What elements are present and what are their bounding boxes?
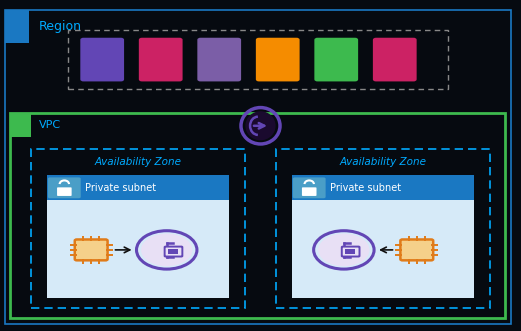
FancyBboxPatch shape (75, 240, 107, 260)
Text: Private subnet: Private subnet (330, 183, 401, 193)
FancyBboxPatch shape (48, 177, 81, 198)
FancyBboxPatch shape (197, 38, 241, 81)
FancyBboxPatch shape (342, 247, 359, 257)
Bar (31, 149, 245, 308)
FancyBboxPatch shape (293, 177, 326, 198)
FancyBboxPatch shape (47, 175, 229, 200)
FancyBboxPatch shape (10, 113, 31, 137)
Bar (10, 113, 505, 318)
Text: Availability Zone: Availability Zone (95, 157, 181, 167)
FancyBboxPatch shape (292, 175, 474, 298)
FancyBboxPatch shape (373, 38, 417, 81)
FancyBboxPatch shape (345, 249, 355, 254)
FancyBboxPatch shape (57, 187, 72, 196)
Bar (68, 30, 448, 89)
FancyBboxPatch shape (139, 38, 182, 81)
Text: Private subnet: Private subnet (85, 183, 156, 193)
Bar (276, 149, 490, 308)
FancyBboxPatch shape (314, 38, 358, 81)
Text: VPC: VPC (39, 120, 61, 130)
FancyBboxPatch shape (47, 175, 229, 298)
FancyBboxPatch shape (292, 175, 474, 200)
Ellipse shape (245, 111, 276, 140)
FancyBboxPatch shape (5, 10, 29, 43)
Text: Region: Region (39, 20, 82, 33)
Circle shape (141, 234, 192, 266)
FancyBboxPatch shape (165, 247, 182, 257)
FancyBboxPatch shape (400, 240, 433, 260)
FancyBboxPatch shape (168, 249, 178, 254)
FancyBboxPatch shape (256, 38, 300, 81)
Circle shape (318, 234, 369, 266)
FancyBboxPatch shape (80, 38, 124, 81)
Text: Availability Zone: Availability Zone (340, 157, 426, 167)
FancyBboxPatch shape (302, 187, 316, 196)
